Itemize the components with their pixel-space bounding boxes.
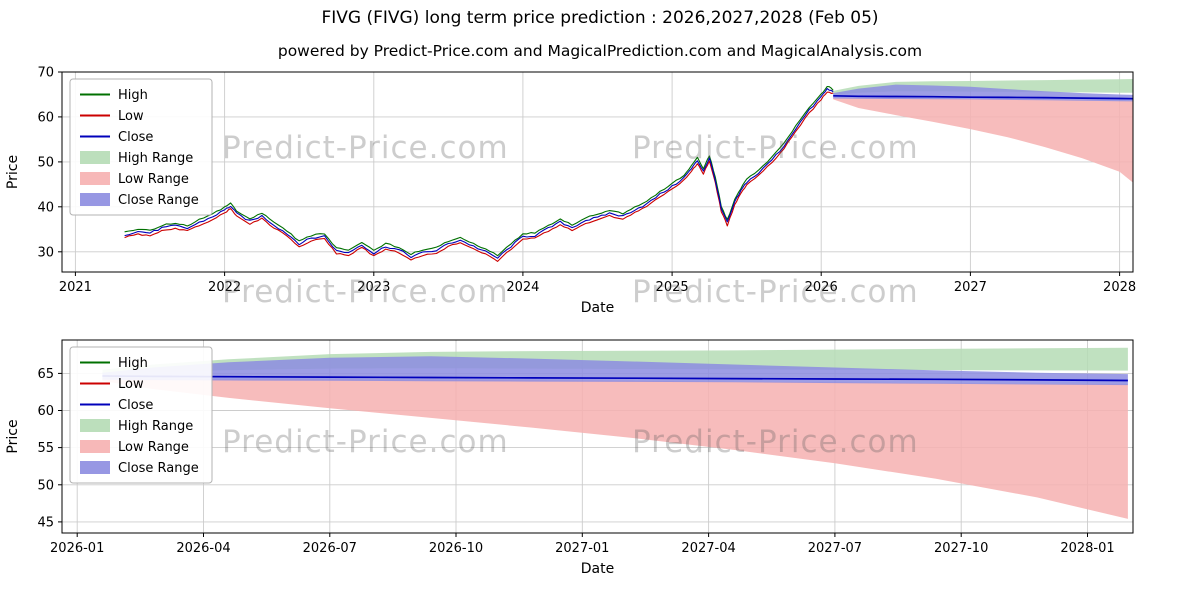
svg-text:2027-07: 2027-07 bbox=[808, 541, 862, 556]
svg-text:High: High bbox=[118, 88, 148, 103]
svg-text:60: 60 bbox=[37, 404, 54, 419]
svg-text:High Range: High Range bbox=[118, 151, 193, 166]
x-axis-label: Date bbox=[581, 561, 614, 577]
svg-text:30: 30 bbox=[37, 245, 54, 260]
legend: High Low Close High Range Low Range Close Ran… bbox=[69, 346, 213, 484]
svg-text:2028: 2028 bbox=[1103, 280, 1136, 295]
svg-text:Close: Close bbox=[118, 130, 153, 145]
x-axis-label: Date bbox=[581, 300, 614, 316]
svg-text:2027-01: 2027-01 bbox=[555, 541, 609, 556]
svg-text:2026-04: 2026-04 bbox=[176, 541, 230, 556]
svg-text:50: 50 bbox=[37, 155, 54, 170]
forecast-chart: 2026-01 2026-04 2026-07 2026-10 2027-01 2027-… bbox=[5, 339, 1134, 577]
svg-text:2027: 2027 bbox=[954, 280, 987, 295]
legend: High Low Close High Range Low Range Close Ran… bbox=[69, 78, 213, 216]
svg-text:Low Range: Low Range bbox=[118, 172, 189, 187]
svg-text:60: 60 bbox=[37, 110, 54, 125]
svg-text:2026-10: 2026-10 bbox=[429, 541, 483, 556]
svg-text:65: 65 bbox=[37, 367, 54, 382]
svg-text:45: 45 bbox=[37, 515, 54, 530]
svg-text:High Range: High Range bbox=[118, 419, 193, 434]
svg-text:2028-01: 2028-01 bbox=[1060, 541, 1114, 556]
svg-text:Close Range: Close Range bbox=[118, 461, 199, 476]
svg-text:70: 70 bbox=[37, 66, 54, 81]
svg-text:2026-07: 2026-07 bbox=[303, 541, 357, 556]
y-axis-label: Price bbox=[5, 419, 21, 453]
svg-text:50: 50 bbox=[37, 478, 54, 493]
svg-text:Low: Low bbox=[118, 109, 144, 124]
y-axis-label: Price bbox=[5, 155, 21, 189]
svg-text:Close: Close bbox=[118, 398, 153, 413]
svg-text:2021: 2021 bbox=[59, 280, 92, 295]
svg-text:2027-10: 2027-10 bbox=[934, 541, 988, 556]
svg-text:High: High bbox=[118, 356, 148, 371]
svg-text:2022: 2022 bbox=[208, 280, 241, 295]
chart-subtitle: powered by Predict-Price.com and Magical… bbox=[277, 42, 923, 60]
svg-text:2024: 2024 bbox=[506, 280, 539, 295]
svg-text:Close Range: Close Range bbox=[118, 193, 199, 208]
chart-title: FIVG (FIVG) long term price prediction :… bbox=[321, 8, 879, 28]
svg-text:2026-01: 2026-01 bbox=[50, 541, 104, 556]
svg-text:2025: 2025 bbox=[656, 280, 689, 295]
low-range-band bbox=[102, 378, 1128, 519]
svg-text:2026: 2026 bbox=[805, 280, 838, 295]
svg-text:2023: 2023 bbox=[357, 280, 390, 295]
svg-text:55: 55 bbox=[37, 441, 54, 456]
svg-text:Low Range: Low Range bbox=[118, 440, 189, 455]
overview-chart: 2021 2022 2023 2024 2025 2026 2027 2028 30 40 50 60… bbox=[5, 66, 1136, 317]
low-range-band bbox=[833, 97, 1133, 183]
svg-text:40: 40 bbox=[37, 200, 54, 215]
svg-text:Low: Low bbox=[118, 377, 144, 392]
svg-text:2027-04: 2027-04 bbox=[681, 541, 735, 556]
